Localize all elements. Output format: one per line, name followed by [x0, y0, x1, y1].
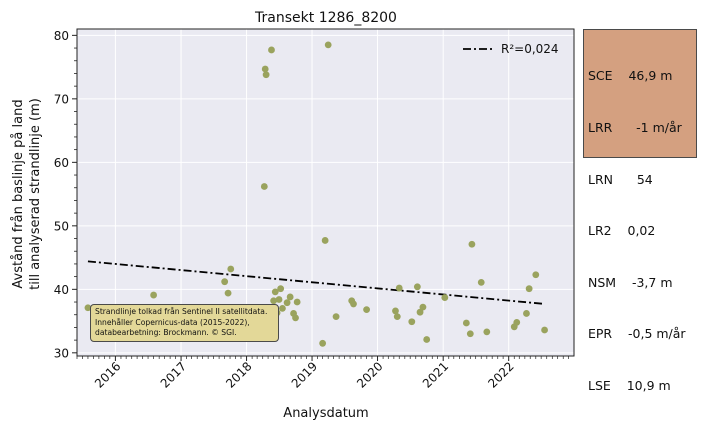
- y-axis-ticks: 30 40 50 60 70 80: [54, 29, 77, 360]
- x-axis-label: Analysdatum: [283, 406, 368, 421]
- x-tick-label: 2017: [158, 359, 189, 390]
- data-point: [477, 278, 485, 286]
- data-point: [324, 41, 332, 49]
- data-point: [350, 300, 357, 308]
- data-point: [332, 313, 340, 321]
- statistics-box: SCE 46,9 m LRR -1 m/år LRN 54 LR2 0,02 N…: [583, 29, 697, 393]
- plot-frame: [76, 28, 575, 357]
- data-point: [525, 285, 533, 293]
- data-point: [221, 278, 229, 286]
- plot-area: [77, 29, 574, 356]
- stat-lse: LSE 10,9 m: [588, 378, 671, 394]
- grid-lines: [77, 29, 574, 356]
- data-point: [270, 297, 278, 305]
- data-point: [419, 303, 427, 311]
- data-point: [262, 71, 270, 79]
- y-axis-label-line-2: till analyserad strandlinje (m): [28, 98, 43, 290]
- stat-sce: SCE 46,9 m: [588, 68, 673, 84]
- data-point: [392, 307, 399, 315]
- data-point: [416, 308, 424, 316]
- y-tick-label: 80: [54, 29, 69, 43]
- data-point: [395, 284, 403, 292]
- note-line-3: databearbetning: Brockmann. © SGI.: [95, 328, 237, 337]
- x-tick-label: 2019: [289, 359, 320, 390]
- data-point: [150, 291, 158, 299]
- data-point: [275, 296, 283, 303]
- legend-trend-label: R²=0,024: [501, 42, 559, 56]
- y-axis-label-line-1: Avstånd från baslinje på land: [11, 99, 26, 288]
- data-point: [286, 293, 294, 301]
- data-point: [462, 319, 470, 327]
- data-point: [283, 299, 291, 307]
- data-point: [271, 288, 279, 296]
- stat-lrr: LRR -1 m/år: [588, 120, 682, 136]
- data-point: [468, 240, 476, 248]
- data-point: [268, 46, 275, 54]
- x-tick-label: 2018: [223, 359, 254, 390]
- data-point: [363, 306, 370, 314]
- data-point: [393, 313, 401, 321]
- data-point: [279, 304, 286, 312]
- trend-line-layer: [87, 260, 545, 305]
- y-tick-label: 50: [54, 219, 69, 233]
- data-point: [261, 65, 269, 73]
- y-tick-label: 40: [54, 283, 69, 297]
- data-point: [541, 326, 548, 334]
- x-tick-label: 2020: [354, 359, 385, 390]
- data-source-note: Strandlinje tolkad från Sentinel II sate…: [90, 304, 279, 342]
- x-tick-label: 2021: [420, 359, 451, 390]
- data-point: [513, 318, 521, 326]
- data-point: [523, 310, 530, 317]
- stat-lrn: LRN 54: [588, 171, 653, 187]
- data-point: [319, 339, 327, 347]
- x-tick-label: 2022: [485, 359, 516, 390]
- y-tick-label: 70: [54, 92, 69, 106]
- data-point: [532, 271, 540, 279]
- note-line-2: Innehåller Copernicus-data (2015-2022),: [95, 317, 250, 327]
- y-tick-label: 60: [54, 156, 69, 170]
- data-point: [260, 183, 268, 190]
- data-point: [483, 328, 491, 336]
- x-axis-ticks: 2016 2017 2018 2019 2020 2021 2022: [76, 356, 569, 391]
- data-point: [277, 285, 285, 293]
- data-point: [292, 314, 299, 322]
- data-point: [466, 330, 474, 338]
- x-tick-label: 2016: [92, 359, 123, 390]
- data-point: [293, 298, 301, 306]
- stat-lr2: LR2 0,02: [588, 223, 656, 239]
- note-line-1: Strandlinje tolkad från Sentinel II sate…: [95, 307, 268, 316]
- data-point: [408, 318, 416, 326]
- data-point: [441, 294, 449, 301]
- chart-title: Transekt 1286_8200: [254, 10, 397, 26]
- legend: R²=0,024: [463, 42, 559, 56]
- stat-nsm: NSM -3,7 m: [588, 274, 673, 290]
- data-point: [413, 283, 421, 291]
- data-point: [84, 304, 92, 312]
- data-point: [224, 289, 232, 297]
- data-point: [423, 336, 431, 343]
- stat-epr: EPR -0,5 m/år: [588, 326, 686, 342]
- data-point: [227, 265, 235, 273]
- y-tick-label: 30: [54, 346, 69, 360]
- data-point: [321, 237, 329, 244]
- trend-line: [87, 260, 545, 305]
